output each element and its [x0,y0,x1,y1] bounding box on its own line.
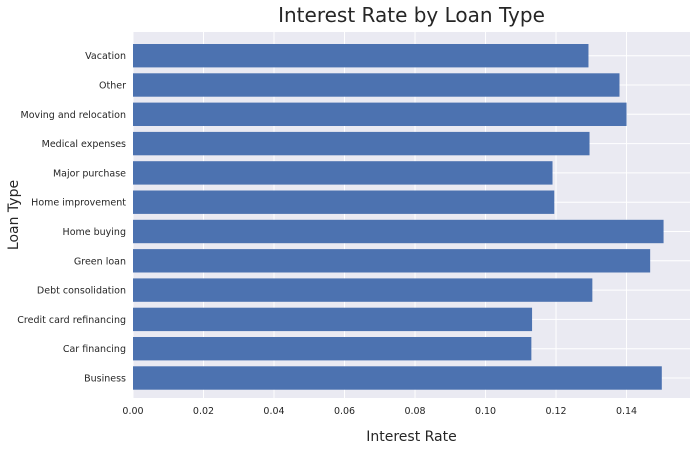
y-tick-label: Moving and relocation [21,110,126,121]
bar [133,307,533,332]
bars [133,44,664,390]
x-tick-label: 0.08 [404,406,425,417]
x-tick-label: 0.10 [475,406,496,417]
y-axis-label: Loan Type [6,180,22,250]
y-tick-label: Major purchase [53,168,126,179]
y-tick-label: Debt consolidation [37,286,126,297]
y-tick-label: Business [84,374,126,385]
chart-title: Interest Rate by Loan Type [278,3,545,27]
y-tick-label: Other [99,81,126,92]
bar [133,131,590,156]
y-tick-label: Car financing [63,344,126,355]
x-axis-label: Interest Rate [366,429,457,445]
y-tick-label: Medical expenses [42,139,126,150]
bar [133,366,662,390]
bar [133,249,651,273]
bar [133,44,589,68]
y-tick-label: Home improvement [31,198,126,209]
y-tick-label: Credit card refinancing [17,315,126,326]
bar [133,190,555,214]
x-tick-label: 0.12 [545,406,566,417]
y-tick-label: Green loan [74,256,126,267]
y-tick-label: Home buying [63,227,126,238]
bar [133,337,532,361]
x-tick-label: 0.04 [263,406,284,417]
bar [133,278,593,302]
x-tick-label: 0.02 [193,406,214,417]
bar [133,161,553,185]
x-tick-label: 0.14 [616,406,637,417]
x-tick-label: 0.00 [122,406,143,417]
y-tick-labels: Business Car financing Credit card refinan… [17,51,126,384]
y-tick-label: Vacation [85,51,126,62]
x-tick-labels: 0.00 0.02 0.04 0.06 0.08 0.10 0.12 0.14 [122,406,637,417]
x-tick-label: 0.06 [334,406,355,417]
bar [133,73,620,97]
bar [133,102,627,126]
bar [133,219,664,244]
